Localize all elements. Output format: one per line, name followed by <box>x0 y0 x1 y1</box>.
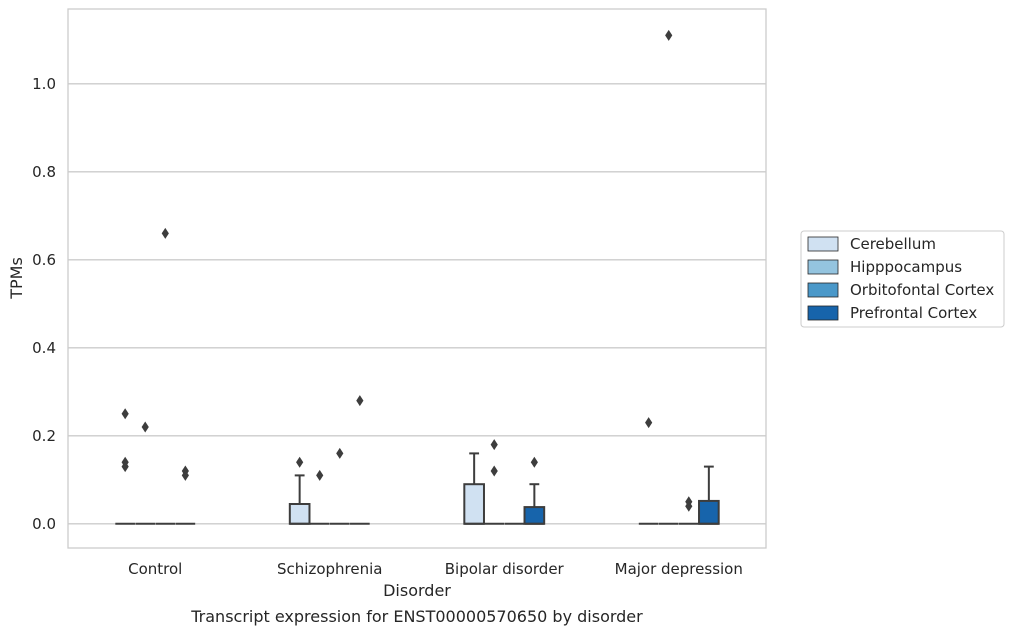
legend-swatch <box>807 305 839 321</box>
outlier-point <box>336 447 344 459</box>
box-body <box>288 503 311 525</box>
box-3-0 <box>175 465 196 525</box>
plot-frame <box>67 8 767 549</box>
y-tick-label: 0.8 <box>32 163 56 181</box>
box-1-0 <box>135 421 156 525</box>
box-body <box>523 506 546 525</box>
box-body <box>463 483 485 525</box>
x-tick-label: Control <box>128 560 182 578</box>
y-tick-label: 0.2 <box>32 427 56 445</box>
box-1-2 <box>484 439 505 525</box>
legend-label: Cerebellum <box>850 235 936 253</box>
x-axis-label: Disorder <box>383 581 451 600</box>
box-1-1 <box>309 469 330 525</box>
box-0-2 <box>463 452 485 525</box>
box-3-1 <box>350 395 370 525</box>
box-0-0 <box>115 408 135 525</box>
box-2-3 <box>678 496 699 525</box>
x-tick-label: Schizophrenia <box>277 560 382 578</box>
outlier-point <box>141 421 149 433</box>
x-tick-label: Bipolar disorder <box>445 560 565 578</box>
outlier-point <box>121 461 129 473</box>
outlier-point <box>645 417 653 429</box>
box-body <box>698 499 720 525</box>
legend: Cerebellum Hipppocampus Orbitofontal Corte… <box>800 230 1005 328</box>
legend-swatch <box>807 282 839 298</box>
outlier-point <box>356 395 364 407</box>
y-tick-labels: 0.0 0.2 0.4 0.6 0.8 1.0 <box>32 75 56 533</box>
box-plot-marks <box>115 29 720 525</box>
y-tick-label: 1.0 <box>32 75 56 93</box>
outlier-point <box>490 439 498 451</box>
box-3-3 <box>698 465 720 525</box>
legend-swatch <box>807 236 839 252</box>
chart-caption: Transcript expression for ENST0000057065… <box>190 607 643 626</box>
x-tick-label: Major depression <box>615 560 743 578</box>
outlier-point <box>296 456 304 468</box>
legend-frame <box>800 230 1005 328</box>
box-2-1 <box>329 447 350 525</box>
box-0-1 <box>288 456 311 525</box>
outlier-point <box>530 456 538 468</box>
outlier-point <box>161 227 169 239</box>
legend-label: Prefrontal Cortex <box>850 304 977 322</box>
box-2-0 <box>155 227 176 525</box>
outlier-point <box>665 29 673 41</box>
legend-label: Orbitofontal Cortex <box>850 281 994 299</box>
y-tick-label: 0.4 <box>32 339 56 357</box>
y-tick-label: 0.0 <box>32 515 56 533</box>
x-tick-labels: Control Schizophrenia Bipolar disorder Majo… <box>128 560 743 578</box>
outlier-point <box>490 465 498 477</box>
outlier-point <box>121 408 129 420</box>
legend-swatch <box>807 259 839 275</box>
outlier-point <box>316 469 324 481</box>
box-1-3 <box>658 29 679 525</box>
grid-lines <box>68 83 766 525</box>
outlier-point <box>685 500 693 512</box>
y-tick-label: 0.6 <box>32 251 56 269</box>
legend-label: Hipppocampus <box>850 258 962 276</box>
y-axis-label: TPMs <box>7 257 26 300</box>
outlier-point <box>181 469 189 481</box>
box-0-3 <box>638 417 659 525</box>
box-3-2 <box>523 456 546 525</box>
legend-entries: Cerebellum Hipppocampus Orbitofontal Corte… <box>807 235 994 322</box>
